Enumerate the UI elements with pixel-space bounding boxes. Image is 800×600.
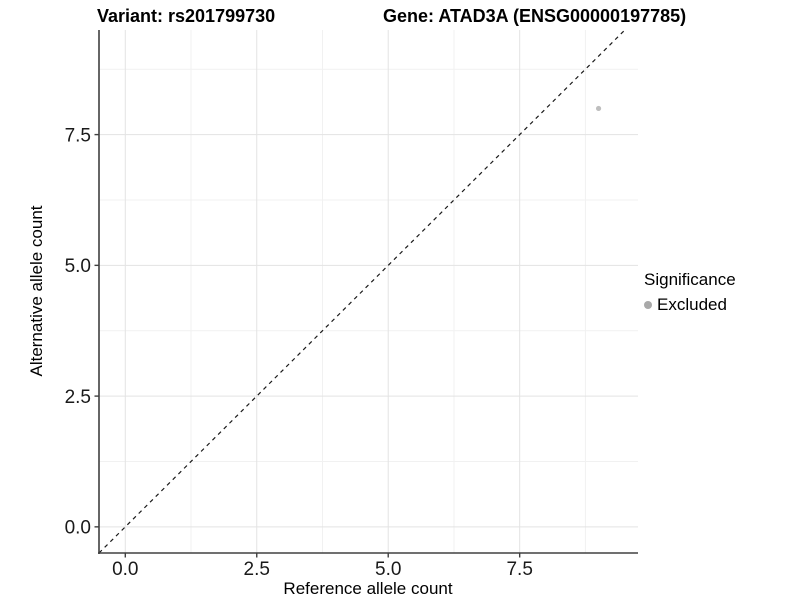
y-tick-label: 7.5	[65, 125, 91, 146]
data-point	[595, 105, 602, 112]
x-tick-label: 5.0	[375, 559, 401, 580]
y-tick-label: 0.0	[65, 518, 91, 539]
y-tick-label: 2.5	[65, 387, 91, 408]
y-tick-label: 5.0	[65, 256, 91, 277]
plot-title-gene: Gene: ATAD3A (ENSG00000197785)	[383, 6, 687, 26]
x-tick-label: 7.5	[506, 559, 532, 580]
legend: Significance Excluded	[644, 270, 736, 315]
legend-item-label: Excluded	[657, 295, 727, 314]
identity-line	[98, 29, 626, 554]
excluded-point-icon	[644, 301, 652, 309]
panel-background	[99, 30, 638, 553]
x-tick-label: 0.0	[112, 559, 138, 580]
x-axis-title: Reference allele count	[283, 579, 453, 598]
x-tick-label: 2.5	[244, 559, 270, 580]
y-axis-title: Alternative allele count	[27, 205, 46, 377]
legend-title: Significance	[644, 270, 736, 289]
plot-title-variant: Variant: rs201799730	[97, 6, 276, 26]
legend-item-excluded: Excluded	[644, 295, 736, 315]
